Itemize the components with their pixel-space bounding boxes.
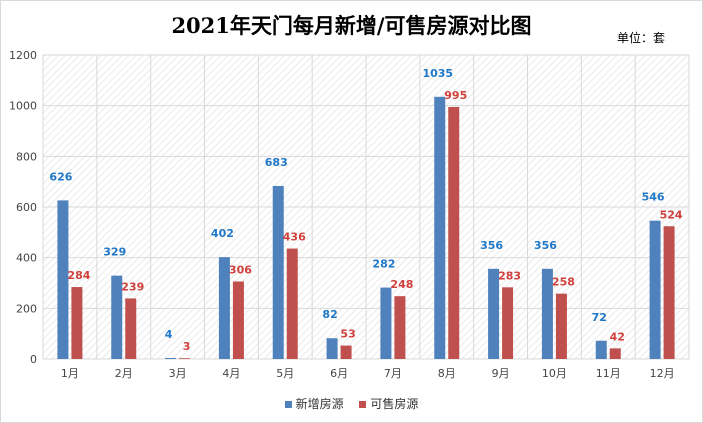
bar-new [326,338,338,359]
x-tick-label: 1月 [61,367,79,380]
bar-available [663,226,675,359]
data-label: 282 [372,258,395,271]
x-tick-label: 3月 [169,367,187,380]
data-label: 1035 [422,67,453,80]
bar-available [340,345,352,359]
legend: 新增房源 可售房源 [0,395,703,412]
bar-new [434,96,446,360]
y-tick-label: 800 [16,150,37,163]
bar-available [125,298,137,359]
data-label: 283 [498,269,521,282]
y-tick-label: 200 [16,302,37,315]
legend-item-available: 可售房源 [359,397,418,411]
unit-label: 单位：套 [616,31,665,45]
data-label: 3 [183,340,191,353]
legend-swatch [284,401,292,408]
y-tick-label: 1200 [9,49,37,62]
data-label: 284 [67,269,90,282]
bar-available [448,106,460,359]
x-tick-label: 6月 [330,367,348,380]
data-label: 239 [121,280,144,293]
y-tick-label: 400 [16,252,37,265]
bar-available [179,358,191,359]
data-label: 248 [390,278,413,291]
x-tick-label: 4月 [222,367,240,380]
data-label: 995 [444,89,467,102]
data-label: 402 [211,227,234,240]
bar-new [165,357,177,359]
data-label: 72 [592,311,607,324]
legend-swatch [359,401,367,408]
x-tick-label: 2月 [115,367,133,380]
bar-new [541,268,553,359]
x-tick-label: 7月 [384,367,402,380]
legend-label: 新增房源 [295,397,344,411]
x-tick-label: 9月 [492,367,510,380]
bar-new [380,287,392,359]
x-tick-label: 11月 [596,367,621,380]
data-label: 258 [552,276,575,289]
bar-available [555,293,567,359]
data-label: 82 [322,308,337,321]
bar-available [394,296,406,359]
data-label: 436 [283,231,306,244]
x-tick-label: 8月 [438,367,456,380]
data-label: 53 [340,328,355,341]
data-label: 42 [610,330,625,343]
data-label: 306 [229,263,252,276]
data-label: 329 [103,246,126,259]
data-label: 683 [265,156,288,169]
data-label: 546 [642,191,665,204]
bar-new [218,257,230,359]
bar-new [595,340,607,359]
bar-available [609,348,621,359]
legend-label: 可售房源 [370,397,419,411]
bar-new [488,268,500,359]
chart-title: 2021年天门每月新增/可售房源对比图 [171,13,532,38]
bar-available [502,287,514,359]
bar-new [57,200,69,359]
data-label: 356 [480,239,503,252]
bar-new [649,220,661,359]
x-tick-label: 12月 [650,367,675,380]
y-tick-label: 1000 [9,100,37,113]
y-tick-label: 600 [16,201,37,214]
bar-available [232,281,244,359]
data-label: 626 [49,170,72,183]
y-tick-label: 0 [30,353,37,366]
data-label: 4 [165,328,173,341]
x-tick-label: 5月 [276,367,294,380]
legend-item-new: 新增房源 [284,397,344,411]
bar-available [71,287,83,359]
bar-new [272,185,284,359]
bar-new [111,275,123,359]
x-tick-label: 10月 [542,367,567,380]
data-label: 356 [534,239,557,252]
bar-available [286,248,298,359]
data-label: 524 [660,208,683,221]
